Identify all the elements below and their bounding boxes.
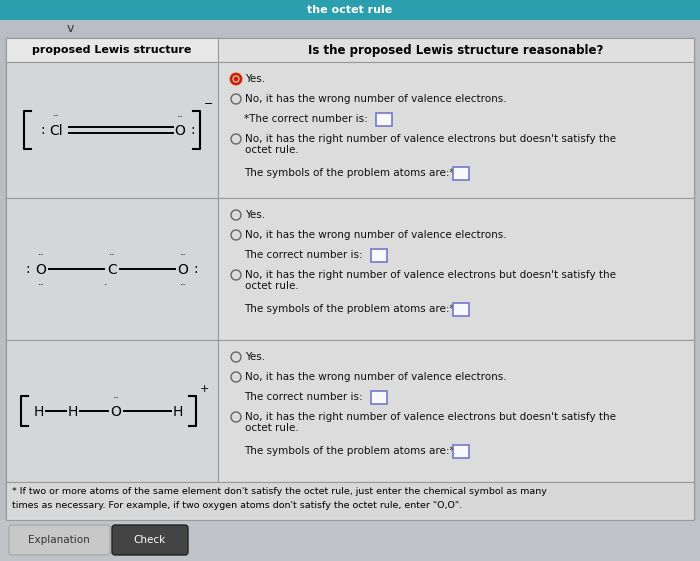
FancyBboxPatch shape xyxy=(370,249,386,261)
FancyBboxPatch shape xyxy=(6,38,694,520)
Text: O: O xyxy=(178,263,188,277)
FancyBboxPatch shape xyxy=(0,520,700,561)
FancyBboxPatch shape xyxy=(453,444,469,458)
FancyBboxPatch shape xyxy=(218,38,694,62)
Text: No, it has the right number of valence electrons but doesn't satisfy the: No, it has the right number of valence e… xyxy=(245,270,616,280)
Text: ··: ·· xyxy=(180,250,186,260)
Text: ··: ·· xyxy=(52,111,60,121)
Text: octet rule.: octet rule. xyxy=(245,423,299,433)
Text: ··: ·· xyxy=(113,393,120,403)
Text: The correct number is:: The correct number is: xyxy=(244,392,366,402)
Text: ·: · xyxy=(104,280,111,290)
Text: proposed Lewis structure: proposed Lewis structure xyxy=(32,45,192,55)
Text: *The correct number is:: *The correct number is: xyxy=(244,114,371,124)
Text: Explanation: Explanation xyxy=(28,535,90,545)
Text: No, it has the wrong number of valence electrons.: No, it has the wrong number of valence e… xyxy=(245,94,507,104)
FancyBboxPatch shape xyxy=(6,38,218,62)
FancyBboxPatch shape xyxy=(453,302,469,315)
Text: ··: ·· xyxy=(108,250,116,260)
Text: the octet rule: the octet rule xyxy=(307,5,393,15)
Text: H: H xyxy=(68,405,78,419)
FancyBboxPatch shape xyxy=(6,340,218,482)
Text: times as necessary. For example, if two oxygen atoms don't satisfy the octet rul: times as necessary. For example, if two … xyxy=(12,501,462,510)
Text: No, it has the wrong number of valence electrons.: No, it has the wrong number of valence e… xyxy=(245,372,507,382)
Text: ··: ·· xyxy=(180,280,186,290)
Text: O: O xyxy=(174,124,186,138)
Text: Yes.: Yes. xyxy=(245,352,265,362)
FancyBboxPatch shape xyxy=(9,525,110,555)
Text: Yes.: Yes. xyxy=(245,210,265,220)
FancyBboxPatch shape xyxy=(370,390,386,403)
Text: No, it has the right number of valence electrons but doesn't satisfy the: No, it has the right number of valence e… xyxy=(245,412,616,422)
FancyBboxPatch shape xyxy=(376,113,392,126)
FancyBboxPatch shape xyxy=(218,62,694,198)
FancyBboxPatch shape xyxy=(6,62,218,198)
Text: C: C xyxy=(107,263,117,277)
Text: :: : xyxy=(41,123,46,137)
Text: No, it has the wrong number of valence electrons.: No, it has the wrong number of valence e… xyxy=(245,230,507,240)
FancyBboxPatch shape xyxy=(0,0,700,20)
Text: H: H xyxy=(34,405,44,419)
Text: H: H xyxy=(173,405,183,419)
FancyBboxPatch shape xyxy=(112,525,188,555)
Text: ··: ·· xyxy=(38,280,44,290)
Text: octet rule.: octet rule. xyxy=(245,281,299,291)
Text: The symbols of the problem atoms are:*: The symbols of the problem atoms are:* xyxy=(244,446,454,456)
Text: The symbols of the problem atoms are:*: The symbols of the problem atoms are:* xyxy=(244,168,454,178)
Text: Cl: Cl xyxy=(49,124,63,138)
Text: Yes.: Yes. xyxy=(245,74,265,84)
FancyBboxPatch shape xyxy=(218,340,694,482)
FancyBboxPatch shape xyxy=(453,167,469,180)
Text: −: − xyxy=(204,99,214,109)
Text: :: : xyxy=(26,262,30,276)
Text: v: v xyxy=(66,21,74,34)
Text: Check: Check xyxy=(134,535,166,545)
FancyBboxPatch shape xyxy=(6,198,218,340)
Text: Is the proposed Lewis structure reasonable?: Is the proposed Lewis structure reasonab… xyxy=(308,44,603,57)
FancyBboxPatch shape xyxy=(6,482,694,520)
FancyBboxPatch shape xyxy=(218,198,694,340)
Circle shape xyxy=(234,76,239,81)
Text: The correct number is:: The correct number is: xyxy=(244,250,366,260)
Text: The symbols of the problem atoms are:*: The symbols of the problem atoms are:* xyxy=(244,304,454,314)
Text: :: : xyxy=(190,123,195,137)
Text: * If two or more atoms of the same element don't satisfy the octet rule, just en: * If two or more atoms of the same eleme… xyxy=(12,487,547,496)
Text: ··: ·· xyxy=(38,250,44,260)
Text: O: O xyxy=(36,263,46,277)
Text: :: : xyxy=(194,262,198,276)
Text: O: O xyxy=(111,405,121,419)
Text: ··: ·· xyxy=(176,112,183,122)
Text: +: + xyxy=(200,384,209,394)
Text: octet rule.: octet rule. xyxy=(245,145,299,155)
Text: No, it has the right number of valence electrons but doesn't satisfy the: No, it has the right number of valence e… xyxy=(245,134,616,144)
